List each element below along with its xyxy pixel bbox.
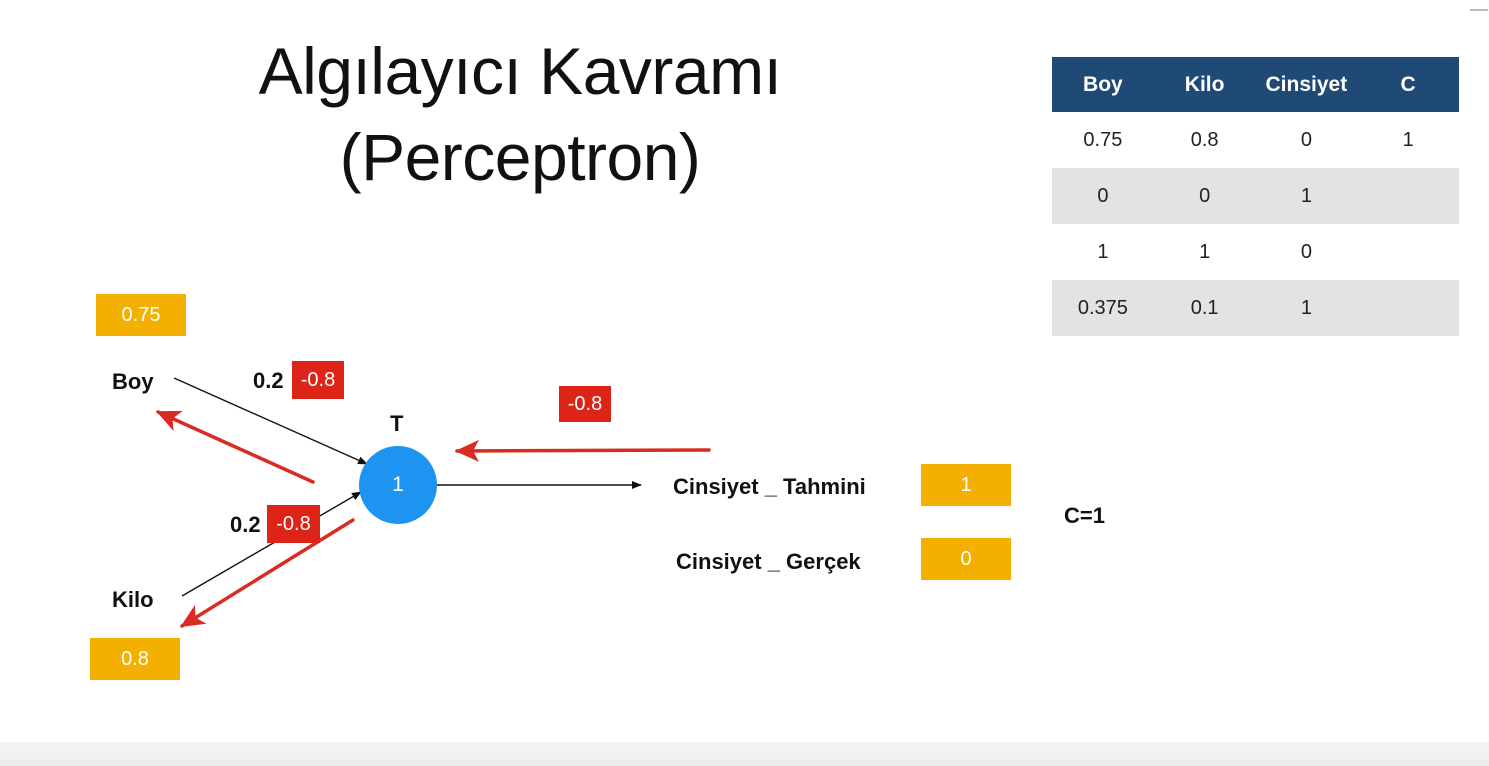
neuron-value: 1 <box>392 473 404 496</box>
boy-value-box: 0.75 <box>96 294 186 336</box>
neuron-threshold-label: T <box>390 411 404 436</box>
title-line-1: Algılayıcı Kavramı <box>258 34 782 108</box>
edge-kilo-to-neuron <box>181 491 362 597</box>
table-row: 0.375 0.1 1 <box>1052 280 1459 336</box>
table-cell <box>1357 168 1459 224</box>
kilo-new-weight-box: -0.8 <box>267 505 320 543</box>
header-cinsiyet: Cinsiyet <box>1255 57 1358 112</box>
actual-label: Cinsiyet _ Gerçek <box>676 549 861 574</box>
table-header-row: Boy Kilo Cinsiyet C <box>1052 57 1459 112</box>
edge-boy-to-neuron <box>173 377 368 465</box>
table-cell: 0.1 <box>1153 280 1256 336</box>
boy-new-weight-box: -0.8 <box>292 361 344 399</box>
table-row: 0 0 1 <box>1052 168 1459 224</box>
table-cell: 0.75 <box>1052 112 1154 168</box>
header-boy: Boy <box>1052 57 1154 112</box>
table-cell <box>1357 280 1459 336</box>
table-cell: 1 <box>1052 224 1154 280</box>
c-label: C=1 <box>1064 503 1105 528</box>
actual-value-box: 0 <box>921 538 1011 580</box>
table-cell: 1 <box>1255 168 1358 224</box>
table-row: 0.75 0.8 0 1 <box>1052 112 1459 168</box>
table-cell: 0.375 <box>1052 280 1154 336</box>
table-cell: 0 <box>1255 224 1358 280</box>
error-value-box: -0.8 <box>559 386 611 422</box>
table-cell <box>1357 224 1459 280</box>
header-kilo: Kilo <box>1153 57 1256 112</box>
backprop-arrow-to-kilo <box>180 518 355 628</box>
data-table: Boy Kilo Cinsiyet C 0.75 0.8 0 1 0 0 1 1… <box>1052 57 1459 336</box>
bottom-band <box>0 742 1489 766</box>
table-row: 1 1 0 <box>1052 224 1459 280</box>
kilo-weight: 0.2 <box>230 512 261 537</box>
title-line-2: (Perceptron) <box>339 120 701 194</box>
table-cell: 1 <box>1153 224 1256 280</box>
table-cell: 0 <box>1052 168 1154 224</box>
slide-title: Algılayıcı Kavramı (Perceptron) <box>140 28 900 200</box>
neuron-node: 1 <box>359 446 437 524</box>
prediction-value-box: 1 <box>921 464 1011 506</box>
table-cell: 1 <box>1357 112 1459 168</box>
kilo-label: Kilo <box>112 587 154 612</box>
header-c: C <box>1357 57 1459 112</box>
table-cell: 0.8 <box>1153 112 1256 168</box>
boy-label: Boy <box>112 369 154 394</box>
boy-weight: 0.2 <box>253 368 284 393</box>
backprop-arrow-to-neuron <box>455 439 711 462</box>
prediction-label: Cinsiyet _ Tahmini <box>673 474 866 499</box>
table-cell: 1 <box>1255 280 1358 336</box>
backprop-arrow-to-boy <box>156 410 315 484</box>
window-minimize-mark <box>1470 9 1488 11</box>
table-cell: 0 <box>1153 168 1256 224</box>
kilo-value-box: 0.8 <box>90 638 180 680</box>
table-cell: 0 <box>1255 112 1358 168</box>
